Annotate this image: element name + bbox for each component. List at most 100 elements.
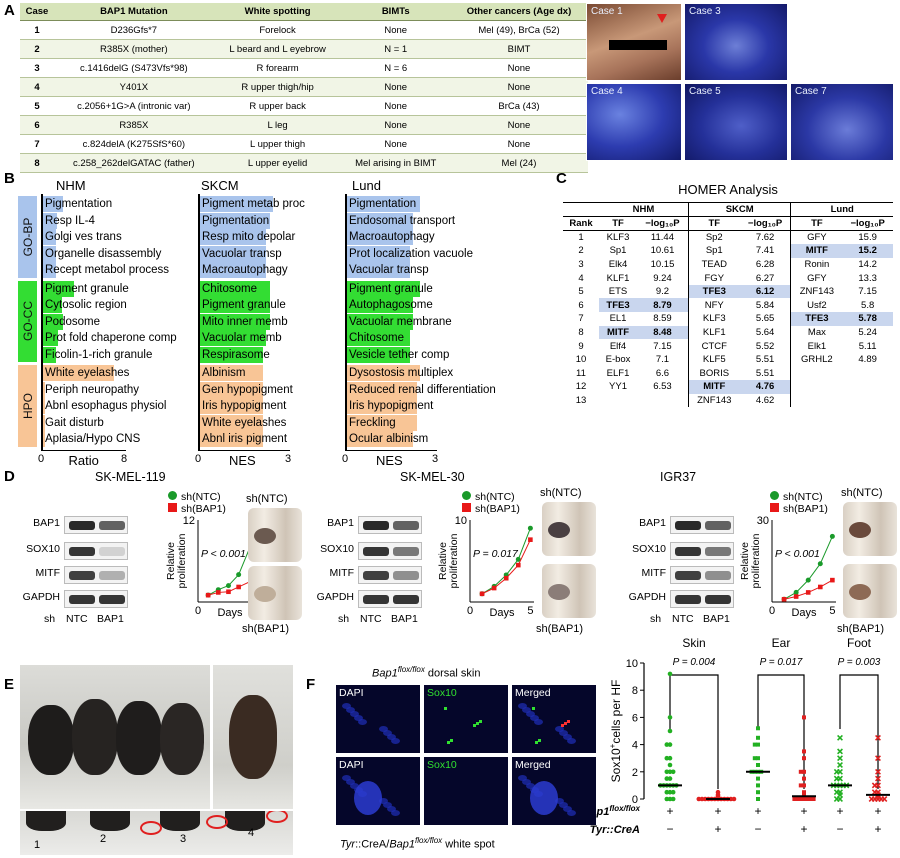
enrichment-term: Prot localization vacuole [349, 247, 474, 260]
table-a-cell: R385X [53, 115, 214, 135]
blot-band [99, 547, 125, 556]
tissue-label: Ear [772, 636, 791, 650]
enrichment-bar [346, 196, 420, 212]
enrichment-bar [346, 280, 420, 297]
table-a-cell: R upper thigh/hip [213, 77, 342, 97]
table-row: 1 KLF3 11.44 Sp2 7.62 GFY 15.9 [563, 230, 893, 245]
pvalue-cell: 10.15 [650, 258, 675, 270]
chart-legend: sh(NTC) sh(BAP1) [770, 491, 828, 515]
blot-label: BAP1 [639, 517, 666, 529]
enrichment-term: Ficolin-1-rich granule [45, 348, 153, 361]
table-row: 2 Sp1 10.61 Sp1 7.41 MITF 15.2 [563, 244, 893, 258]
nucleus [563, 734, 572, 740]
nucleus [346, 779, 355, 785]
blot-strip [64, 542, 128, 560]
y-label-rest: cells per HF [609, 680, 623, 744]
blot-strip [64, 566, 128, 584]
scatter-point-control [833, 775, 840, 782]
tf-cell: TFE3 [687, 284, 740, 299]
blot-label: GAPDH [316, 591, 354, 603]
enrichment-bar [199, 212, 270, 229]
enrichment-term: Pigment granule [349, 282, 433, 295]
nucleus [526, 783, 535, 789]
table-a-cell: R385X (mother) [53, 39, 214, 59]
tube-label-bottom: sh(BAP1) [536, 623, 584, 635]
blot-band [675, 547, 701, 556]
redaction-bar [609, 40, 667, 50]
enrichment-bar [42, 297, 63, 313]
table-a-header: Other cancers (Age dx) [449, 3, 588, 21]
blot-band [363, 595, 389, 604]
rank-cell: 2 [578, 245, 584, 257]
pvalue-cell [842, 394, 893, 408]
axis-y-line [41, 194, 43, 450]
enrichment-term: Resp IL-4 [45, 214, 95, 227]
scatter-point-cko [702, 796, 708, 802]
pvalue-cell [842, 366, 893, 380]
tf-cell: KLF3 [606, 232, 630, 244]
enrichment-term: Gen hypopigment [202, 383, 293, 396]
axis-label: NES [376, 452, 403, 468]
scatter-point-control [670, 796, 676, 802]
nucleus [559, 730, 568, 736]
enrichment-term: Macroautophagy [349, 231, 435, 243]
data-point-ntc [805, 577, 811, 583]
tf-cell: MITF [790, 244, 843, 258]
scatter-point-cko [798, 797, 803, 801]
genotype-sign: + [666, 804, 673, 818]
rank-cell: 11 [576, 367, 586, 379]
enrichment-term: Recept metabol process [45, 264, 170, 276]
homer-table: NHM SKCM Lund Rank TF −log₁₀P TF −log₁₀P… [563, 202, 893, 408]
pvalue-cell: 9.2 [655, 286, 670, 298]
mouse-label: 3 [180, 833, 187, 845]
category-box-go-cc: GO-CC [18, 280, 37, 362]
chart-legend: sh(NTC) sh(BAP1) [168, 491, 226, 515]
enrichment-bar [199, 381, 264, 398]
tf-cell: ZNF143 [790, 284, 843, 299]
pvalue-cell: 5.51 [755, 354, 775, 366]
scatter-point-control [756, 726, 760, 731]
blot-band [393, 571, 419, 580]
blot-band [363, 521, 389, 530]
enrichment-bar [346, 229, 414, 245]
table-a-cell: L beard and L eyebrow [213, 39, 342, 59]
enrichment-term: Chitosome [202, 282, 257, 295]
scatter-point-cko [868, 796, 875, 802]
tf-cell: EL1 [609, 313, 627, 325]
axis-tick-label: 3 [432, 452, 439, 465]
table-a-cell: R upper back [213, 96, 342, 116]
legend-marker-ntc [462, 491, 471, 500]
blot-band [69, 571, 95, 580]
enrichment-bar [199, 262, 267, 278]
enrichment-bar [42, 313, 64, 330]
legend-item-bap1: sh(BAP1) [770, 503, 828, 515]
sox10-signal [450, 739, 453, 742]
blot-band [675, 521, 701, 530]
table-a-cell: 2 [20, 39, 54, 59]
y-tick-label: 10 [626, 658, 638, 670]
enrichment-bar [42, 346, 56, 363]
enrichment-bar [346, 212, 414, 229]
enrichment-term: Cytosolic region [45, 299, 127, 311]
cell-line-title: IGR37 [660, 470, 697, 484]
significance-bracket [669, 674, 719, 789]
scatter-point-cko [802, 792, 806, 797]
table-a-cell: c.2056+1G>A (intronic var) [53, 96, 214, 116]
scatter-point-cko [871, 782, 878, 789]
x-tick-label: 0 [195, 605, 201, 617]
photo-case-3: Case 3 [684, 3, 788, 81]
pvalue-cell: 5.84 [755, 299, 775, 311]
legend-item-ntc: sh(NTC) [168, 491, 226, 503]
blot-label: SOX10 [320, 543, 354, 555]
blot-strip [64, 590, 128, 608]
genotype-sign: + [800, 822, 807, 836]
legend-text: sh(NTC) [181, 491, 221, 503]
rank-cell: 8 [578, 326, 584, 338]
enrichment-bar [199, 196, 273, 212]
pellet [849, 584, 871, 600]
enrichment-term: Vacuolar memb [202, 332, 282, 344]
channel-label: Merged [515, 759, 551, 771]
pvalue-cell: 5.78 [842, 312, 893, 326]
pvalue-cell: 7.62 [755, 232, 775, 244]
enrichment-bar [199, 297, 270, 313]
